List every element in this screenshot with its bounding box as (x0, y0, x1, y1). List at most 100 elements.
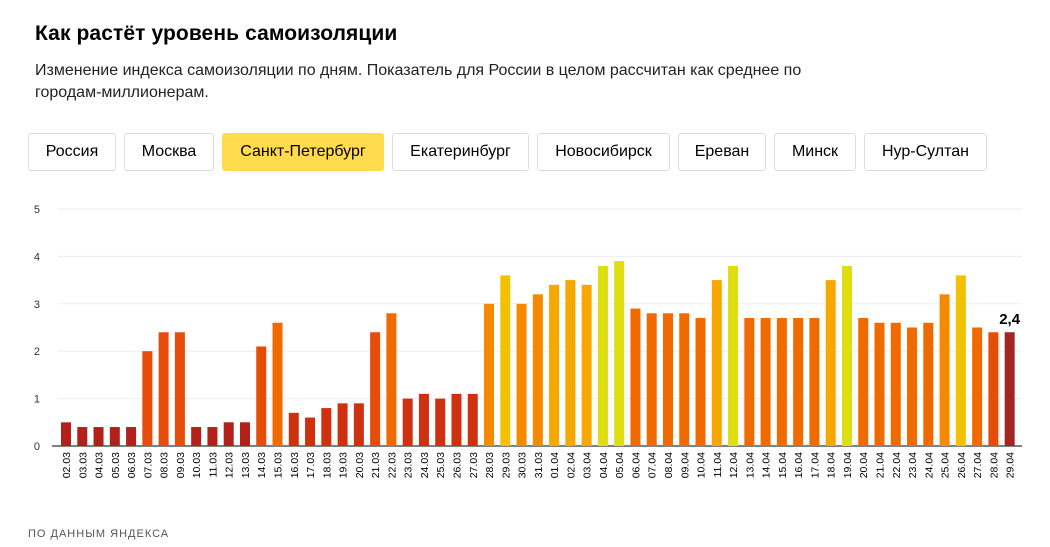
x-tick-label: 22.03 (386, 452, 398, 478)
bar (630, 308, 641, 446)
x-tick-label: 07.04 (647, 452, 659, 478)
x-tick-label: 18.03 (321, 452, 333, 478)
y-tick-label: 5 (34, 204, 40, 216)
y-tick-label: 4 (34, 251, 40, 263)
x-tick-label: 08.03 (159, 452, 171, 478)
x-tick-label: 19.04 (842, 452, 854, 478)
tab-nur-sultan[interactable]: Нур-Султан (864, 133, 987, 171)
x-tick-label: 02.04 (565, 452, 577, 478)
tab-minsk[interactable]: Минск (774, 133, 856, 171)
bar (223, 422, 234, 446)
bar (337, 403, 348, 446)
x-tick-label: 27.03 (468, 452, 480, 478)
tab-saint-petersburg[interactable]: Санкт-Петербург (222, 133, 384, 171)
x-tick-label: 24.04 (923, 452, 935, 478)
x-tick-label: 04.04 (598, 452, 610, 478)
bar (532, 294, 543, 446)
x-tick-label: 13.04 (744, 452, 756, 478)
bar (858, 318, 869, 446)
bar (809, 318, 820, 446)
bar (776, 318, 787, 446)
x-tick-label: 30.03 (517, 452, 529, 478)
x-tick-label: 17.03 (305, 452, 317, 478)
bar (418, 393, 429, 446)
data-source: ПО ДАННЫМ ЯНДЕКСА (28, 528, 170, 540)
y-tick-label: 1 (34, 394, 40, 406)
tab-yekaterinburg[interactable]: Екатеринбург (392, 133, 529, 171)
bar (679, 313, 690, 446)
x-tick-label: 25.03 (435, 452, 447, 478)
tab-russia[interactable]: Россия (28, 133, 116, 171)
bar (1004, 332, 1015, 446)
bar (174, 332, 185, 446)
bar (711, 280, 722, 446)
x-tick-label: 31.03 (533, 452, 545, 478)
bar (402, 398, 413, 446)
x-tick-label: 01.04 (549, 452, 561, 478)
x-tick-label: 16.04 (793, 452, 805, 478)
x-tick-label: 28.03 (484, 452, 496, 478)
bar (77, 427, 88, 446)
tab-moscow[interactable]: Москва (124, 133, 214, 171)
x-tick-label: 12.03 (224, 452, 236, 478)
x-tick-label: 06.03 (126, 452, 138, 478)
x-tick-label: 24.03 (419, 452, 431, 478)
x-tick-label: 05.03 (110, 452, 122, 478)
bar (581, 284, 592, 446)
bar (484, 303, 495, 446)
bar (614, 261, 625, 446)
bar (972, 327, 983, 446)
bar (744, 318, 755, 446)
x-tick-label: 29.04 (1005, 452, 1017, 478)
x-tick-label: 20.04 (858, 452, 870, 478)
x-tick-label: 27.04 (972, 452, 984, 478)
x-tick-label: 20.03 (354, 452, 366, 478)
tab-yerevan[interactable]: Ереван (678, 133, 766, 171)
bar (435, 398, 446, 446)
x-tick-label: 08.04 (663, 452, 675, 478)
bar (288, 412, 299, 446)
bar (760, 318, 771, 446)
bar (272, 322, 283, 446)
bar (61, 422, 71, 446)
x-tick-label: 16.03 (289, 452, 301, 478)
chart-subtitle: Изменение индекса самоизоляции по дням. … (35, 62, 802, 101)
y-tick-label: 2 (34, 346, 40, 358)
y-tick-label: 3 (34, 299, 40, 311)
bar (207, 427, 218, 446)
bar (565, 280, 576, 446)
x-tick-label: 05.04 (614, 452, 626, 478)
bar (907, 327, 918, 446)
x-tick-label: 26.04 (956, 452, 968, 478)
x-tick-label: 11.04 (712, 452, 724, 478)
chart-title: Как растёт уровень самоизоляции (35, 22, 398, 45)
x-tick-label: 12.04 (728, 452, 740, 478)
bar (305, 417, 316, 446)
x-tick-label: 17.04 (809, 452, 821, 478)
x-tick-label: 14.03 (256, 452, 268, 478)
bar (142, 351, 153, 446)
bar (467, 393, 478, 446)
x-tick-label: 22.04 (891, 452, 903, 478)
bar (662, 313, 673, 446)
bar (256, 346, 267, 446)
bar (646, 313, 657, 446)
bar (93, 427, 104, 446)
bar (939, 294, 950, 446)
bar (239, 422, 250, 446)
bar (597, 265, 608, 446)
bar (386, 313, 397, 446)
x-tick-label: 13.03 (240, 452, 252, 478)
x-tick-label: 10.04 (696, 452, 708, 478)
x-tick-label: 28.04 (988, 452, 1000, 478)
x-tick-label: 19.03 (338, 452, 350, 478)
bar (695, 318, 706, 446)
bar (126, 427, 137, 446)
x-tick-label: 23.03 (403, 452, 415, 478)
bar (890, 322, 901, 446)
tab-novosibirsk[interactable]: Новосибирск (537, 133, 670, 171)
bar (353, 403, 364, 446)
bar (500, 275, 511, 446)
bar (988, 332, 999, 446)
bar (728, 265, 739, 446)
